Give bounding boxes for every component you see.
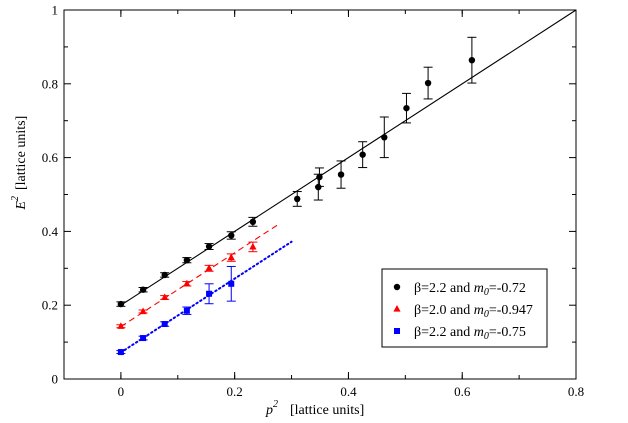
y-tick-label: 0 xyxy=(52,372,59,387)
data-point xyxy=(468,56,476,64)
fit-line xyxy=(120,222,281,328)
legend-marker xyxy=(393,305,401,312)
fit-lines xyxy=(119,9,577,354)
data-point xyxy=(424,79,432,87)
data-point xyxy=(228,232,235,239)
data-point xyxy=(249,242,257,250)
x-tick-label: 0.8 xyxy=(568,384,584,399)
fit-line xyxy=(120,9,577,306)
data-point xyxy=(139,286,147,293)
data-point xyxy=(117,349,124,356)
data-markers xyxy=(117,56,476,356)
legend-box xyxy=(381,268,548,348)
data-point xyxy=(140,335,147,342)
data-point xyxy=(139,307,147,315)
data-point xyxy=(117,322,125,329)
legend-items: β=2.2 and m0=-0.72 β=2.0 and m0=-0.947 β=2… xyxy=(393,281,533,342)
x-tick-label: 0.2 xyxy=(227,384,243,399)
data-point xyxy=(117,300,125,308)
data-point xyxy=(228,280,235,287)
x-axis-ticks: 0 0.2 0.4 0.6 0.8 xyxy=(63,10,584,399)
y-axis-units: [lattice units] xyxy=(14,116,29,190)
data-point xyxy=(249,218,257,226)
data-point xyxy=(403,104,410,112)
y-tick-label: 0.2 xyxy=(42,298,58,313)
data-point xyxy=(205,264,213,271)
fit-line xyxy=(119,240,293,354)
x-tick-label: 0.6 xyxy=(454,384,471,399)
data-point xyxy=(183,279,191,287)
x-tick-label: 0.4 xyxy=(340,384,357,399)
y-tick-label: 0.4 xyxy=(42,224,59,239)
y-tick-label: 1 xyxy=(52,3,59,18)
y-axis-ticks: 0 0.2 0.4 0.6 0.8 1 xyxy=(42,3,576,387)
legend-marker xyxy=(393,283,401,291)
data-point xyxy=(337,171,345,178)
data-point xyxy=(206,290,213,297)
x-axis-label: p2 xyxy=(265,399,278,418)
legend-label: β=2.2 and m0=-0.72 xyxy=(414,281,526,298)
x-tick-label: 0 xyxy=(118,384,125,399)
y-tick-label: 0.6 xyxy=(42,150,59,165)
data-point xyxy=(205,243,213,250)
data-point xyxy=(161,293,169,301)
data-point xyxy=(183,256,191,264)
legend-label: β=2.2 and m0=-0.75 xyxy=(414,325,526,342)
data-point xyxy=(316,173,323,181)
legend: β=2.2 and m0=-0.72 β=2.0 and m0=-0.947 β=2… xyxy=(381,268,548,348)
legend-label: β=2.0 and m0=-0.947 xyxy=(414,303,533,320)
data-point xyxy=(227,253,235,261)
x-axis-units: [lattice units] xyxy=(290,403,364,418)
data-point xyxy=(161,321,168,328)
legend-marker xyxy=(394,328,400,334)
data-point xyxy=(183,307,190,314)
data-point xyxy=(381,134,388,141)
data-point xyxy=(315,183,322,191)
data-point xyxy=(359,151,366,158)
y-axis-label: E2 xyxy=(10,196,29,211)
y-tick-label: 0.8 xyxy=(42,76,58,91)
data-point xyxy=(294,195,301,203)
data-point xyxy=(161,271,168,279)
